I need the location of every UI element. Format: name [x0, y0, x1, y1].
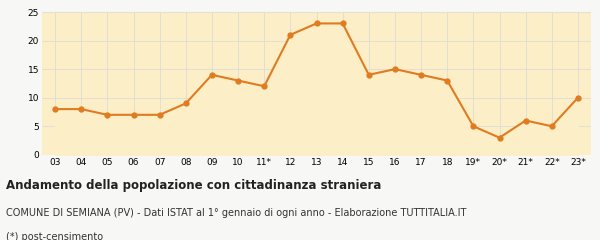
Text: COMUNE DI SEMIANA (PV) - Dati ISTAT al 1° gennaio di ogni anno - Elaborazione TU: COMUNE DI SEMIANA (PV) - Dati ISTAT al 1… — [6, 208, 466, 218]
Text: Andamento della popolazione con cittadinanza straniera: Andamento della popolazione con cittadin… — [6, 179, 382, 192]
Text: (*) post-censimento: (*) post-censimento — [6, 232, 103, 240]
